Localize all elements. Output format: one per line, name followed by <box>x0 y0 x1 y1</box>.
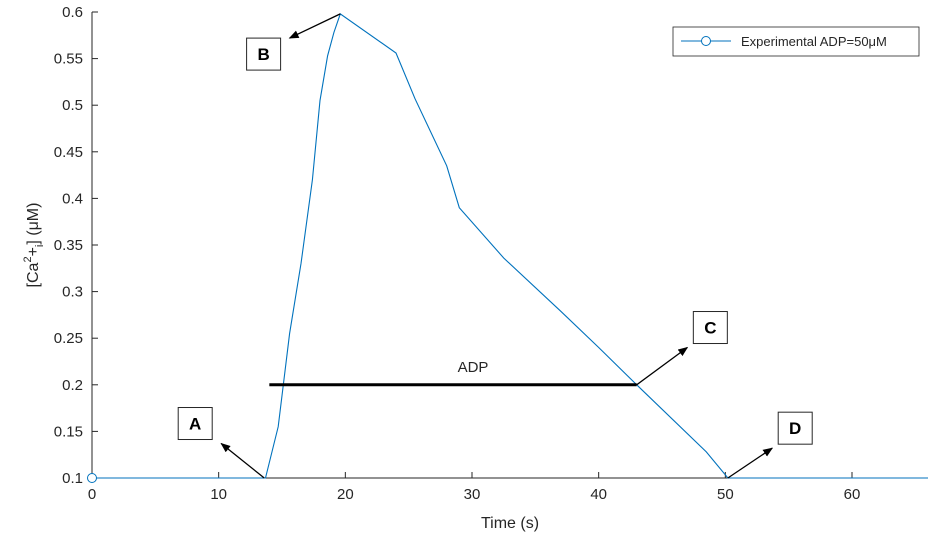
annotation-box <box>246 37 282 71</box>
y-label-sub: i <box>34 245 46 247</box>
x-tick-label: 50 <box>717 486 734 503</box>
series-line <box>92 13 928 479</box>
y-tick-label: 0.15 <box>54 423 83 440</box>
annotation-arrow <box>727 447 774 479</box>
y-ticks: 0.1 0.15 0.2 0.25 0.3 0.35 0.4 0.45 0.5 0.55 0.6 <box>54 4 98 487</box>
y-tick-label: 0.35 <box>54 237 83 254</box>
annotation-arrow <box>220 442 265 479</box>
y-label-sup: 2 <box>22 256 34 262</box>
adp-bar-group: ADP <box>269 359 637 387</box>
annotation-arrow <box>288 13 341 39</box>
y-label-suffix: ] (μM) <box>25 203 42 245</box>
annotation-label: A <box>189 415 201 434</box>
annotation-box <box>692 311 728 345</box>
legend: Experimental ADP=50μM <box>672 26 920 57</box>
annotation-layer: A B C D <box>177 13 813 479</box>
x-tick-label: 0 <box>88 486 96 503</box>
annotation-label: C <box>704 319 716 338</box>
annotation-box <box>777 411 813 445</box>
y-tick-label: 0.4 <box>62 190 83 207</box>
legend-label: Experimental ADP=50μM <box>741 34 887 49</box>
y-tick-label: 0.25 <box>54 330 83 347</box>
x-tick-label: 10 <box>210 486 227 503</box>
y-label-prefix: [Ca <box>25 262 42 287</box>
annotation-box <box>177 407 213 441</box>
annotation-arrow <box>636 346 689 386</box>
adp-label: ADP <box>458 359 489 376</box>
y-axis-label: [Ca2+i] (μM) <box>22 203 46 288</box>
y-tick-label: 0.45 <box>54 144 83 161</box>
x-tick-label: 60 <box>844 486 861 503</box>
annotation-label: D <box>789 419 801 438</box>
x-axis-label: Time (s) <box>481 515 539 532</box>
x-tick-label: 40 <box>590 486 607 503</box>
y-tick-label: 0.3 <box>62 284 83 301</box>
x-tick-label: 20 <box>337 486 354 503</box>
y-tick-label: 0.55 <box>54 51 83 68</box>
y-tick-label: 0.1 <box>62 470 83 487</box>
x-ticks: 0 10 20 30 40 50 60 <box>88 472 861 503</box>
y-tick-label: 0.5 <box>62 97 83 114</box>
annotation-label: B <box>257 45 269 64</box>
series-marker <box>87 473 97 483</box>
y-tick-label: 0.6 <box>62 4 83 21</box>
x-tick-label: 30 <box>464 486 481 503</box>
y-label-plus: + <box>25 247 42 256</box>
y-tick-label: 0.2 <box>62 377 83 394</box>
legend-marker <box>701 36 711 46</box>
series-layer <box>87 13 928 483</box>
